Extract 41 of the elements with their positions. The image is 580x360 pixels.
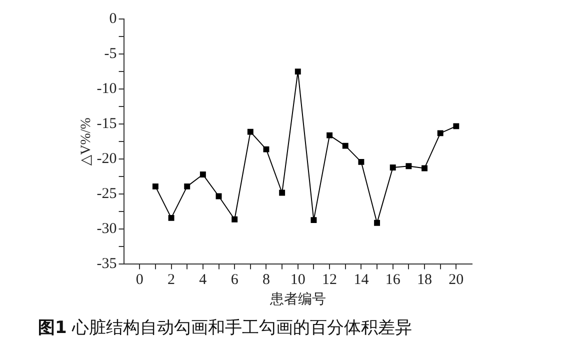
point [358, 158, 364, 165]
y-tick-label: -10 [96, 80, 117, 97]
x-tick-label: 2 [168, 272, 176, 288]
y-tick-label: -20 [96, 151, 117, 168]
y-tick-label: -5 [104, 46, 117, 62]
point [390, 164, 396, 170]
x-tick-label: 14 [354, 272, 370, 288]
point [294, 68, 301, 75]
x-axis-title: 患者编号 [268, 291, 326, 308]
y-tick-label: -15 [96, 116, 117, 132]
x-tick-label: 4 [199, 272, 208, 288]
x-tick-label: 0 [136, 272, 144, 288]
x-tick-label: 6 [230, 272, 239, 288]
point [310, 217, 317, 224]
point [279, 190, 286, 196]
point [168, 214, 174, 221]
point [422, 165, 428, 172]
y-tick-label: -25 [96, 186, 117, 202]
y-axis-title: △V%/% [79, 117, 94, 166]
point [437, 130, 444, 136]
point [247, 128, 254, 135]
point [184, 183, 190, 190]
point [374, 220, 380, 226]
point [342, 142, 348, 149]
point [263, 146, 270, 152]
point [152, 183, 158, 190]
x-tick-label: 8 [262, 272, 270, 288]
y-tick-label: 0 [109, 10, 117, 27]
point [406, 163, 412, 170]
x-tick-label: 10 [290, 272, 306, 288]
point [326, 132, 333, 138]
x-tick-label: 20 [448, 272, 464, 288]
point [200, 172, 206, 178]
y-tick-label: -30 [96, 221, 117, 238]
text: 图1 心脏结构自动勾画和手工勾画的百分体积差异 [38, 317, 414, 339]
x-tick-label: 12 [322, 272, 338, 288]
point [453, 123, 460, 130]
x-tick-label: 16 [385, 272, 401, 288]
y-tick-label: -35 [96, 256, 117, 272]
point [232, 216, 238, 222]
x-tick-label: 18 [417, 272, 432, 288]
